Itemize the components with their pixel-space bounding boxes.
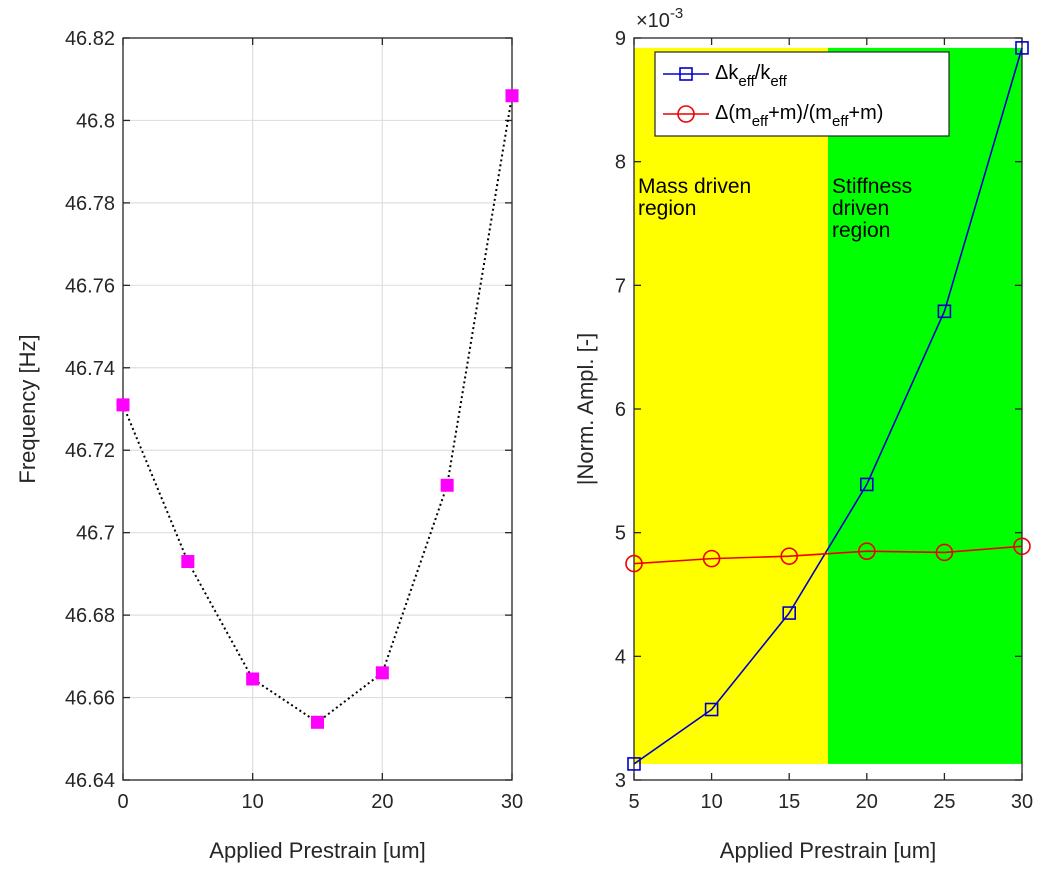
frequency-marker [181, 555, 195, 569]
series-marker [1015, 41, 1029, 55]
series-line [633, 47, 1023, 765]
legend-text: Δk [715, 62, 739, 84]
y-tick-label: 46.68 [65, 605, 115, 627]
x-axis-label: Applied Prestrain [um] [209, 838, 425, 863]
x-tick-label: 30 [501, 791, 523, 813]
series-marker [859, 477, 874, 492]
series-marker [627, 757, 641, 771]
frequency-marker [311, 715, 324, 729]
region-label: Mass driven [638, 175, 751, 198]
y-axis-label: Frequency [Hz] [15, 334, 40, 483]
series-marker [780, 547, 799, 565]
y-tick-label: 46.8 [76, 110, 115, 132]
series-marker [702, 549, 721, 568]
region-band [634, 47, 828, 764]
y-tick-label: 46.76 [65, 275, 115, 297]
legend-entry: Δkeff/keff [715, 62, 788, 90]
legend-text: +m) [848, 102, 883, 124]
legend-text: /k [755, 62, 772, 84]
y-axis-label: |Norm. Ampl. [-] [573, 333, 598, 485]
x-tick-label: 15 [778, 791, 800, 813]
y-tick-label: 7 [615, 275, 626, 297]
frequency-marker [116, 398, 130, 412]
x-axis-label: Applied Prestrain [um] [720, 838, 936, 863]
region-label: region [638, 197, 696, 220]
region-label: driven [832, 197, 889, 220]
frequency-chart: 0 10 20 30 46.64 46.66 46.68 46.7 46.72 46.74 46.7… [15, 28, 523, 863]
y-tick-label: 46.72 [65, 440, 115, 462]
legend-text: Δ(m [715, 102, 752, 124]
frequency-marker [505, 89, 519, 103]
legend-subscript: eff [738, 73, 755, 90]
series-marker [704, 702, 719, 717]
legend-subscript: eff [770, 73, 787, 90]
legend-box [654, 51, 950, 137]
y-tick-label: 46.74 [65, 358, 115, 380]
y-exponent-label: ×10-3 [636, 5, 683, 32]
y-tick-label: 46.82 [65, 28, 115, 50]
x-tick-label: 20 [371, 791, 393, 813]
y-tick-label: 9 [615, 28, 626, 50]
series-marker [1013, 537, 1031, 556]
region-label: Stiffness [832, 175, 912, 198]
frequency-marker [440, 478, 454, 492]
x-tick-label: 10 [242, 791, 264, 813]
series-marker [625, 554, 643, 573]
y-tick-label: 46.78 [65, 193, 115, 215]
y-tick-label: 4 [615, 646, 626, 668]
series-line [633, 545, 1023, 565]
y-tick-label: 6 [615, 399, 626, 421]
y-tick-label: 46.66 [65, 688, 115, 710]
x-tick-label: 5 [628, 791, 639, 813]
series-marker [857, 542, 876, 561]
x-tick-label: 25 [933, 791, 955, 813]
y-tick-label: 46.64 [65, 770, 115, 792]
x-tick-label: 0 [117, 791, 128, 813]
exponent-power: -3 [670, 5, 683, 22]
frequency-marker [246, 672, 260, 686]
region-band [828, 47, 1022, 764]
x-tick-label: 20 [856, 791, 878, 813]
legend-subscript: eff [752, 113, 769, 130]
region-label: region [832, 219, 890, 242]
y-tick-label: 5 [615, 523, 626, 545]
series-marker [937, 304, 952, 319]
x-tick-label: 30 [1011, 791, 1033, 813]
x-tick-label: 10 [700, 791, 722, 813]
plot-area [123, 38, 512, 780]
legend-entry: Δ(meff+m)/(meff+m) [715, 102, 883, 130]
y-tick-label: 8 [615, 152, 626, 174]
frequency-marker [375, 666, 389, 680]
y-tick-label: 46.7 [76, 523, 115, 545]
legend-subscript: eff [832, 113, 849, 130]
series-marker [782, 606, 797, 620]
legend-marker [679, 67, 693, 81]
legend-marker [677, 105, 695, 123]
exponent-base: ×10 [636, 10, 670, 32]
y-tick-label: 3 [615, 770, 626, 792]
legend-text: +m)/(m [768, 102, 832, 124]
series-marker [935, 543, 954, 562]
